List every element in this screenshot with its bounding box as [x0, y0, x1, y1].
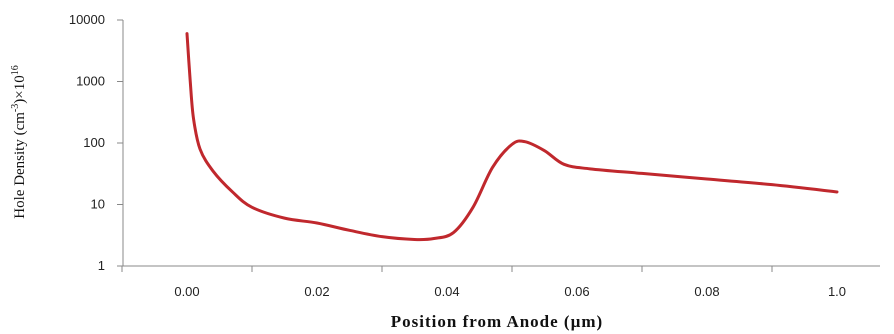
- x-tick-label: 0.02: [304, 284, 329, 299]
- y-tick-label: 1000: [76, 74, 105, 89]
- y-axis-label-mid: )×10: [12, 75, 28, 103]
- series-group: [185, 32, 839, 242]
- x-tick-label: 0.08: [694, 284, 719, 299]
- y-axis-label-base: Hole Density (cm: [12, 112, 28, 219]
- y-tick-label: 10: [91, 197, 105, 212]
- y-tick-label: 1: [98, 258, 105, 273]
- y-axis-label-exp: -3: [10, 104, 21, 112]
- y-tick-label: 100: [83, 135, 105, 150]
- x-tick-label: 0.06: [564, 284, 589, 299]
- x-tick-label: 1.0: [828, 284, 846, 299]
- x-axis-label: Position from Anode (µm): [391, 312, 603, 331]
- x-ticks: 0.00 0.02 0.04 0.06 0.08 1.0: [121, 266, 846, 299]
- series-line: [185, 32, 839, 242]
- x-tick-label: 0.00: [174, 284, 199, 299]
- y-tick-label: 10000: [69, 12, 105, 27]
- y-ticks: 10000 1000 100 10 1: [69, 12, 123, 273]
- x-tick-label: 0.04: [434, 284, 459, 299]
- y-axis-label: Hole Density (cm-3)×1016: [10, 65, 28, 218]
- y-axis-label-power: 16: [10, 65, 21, 75]
